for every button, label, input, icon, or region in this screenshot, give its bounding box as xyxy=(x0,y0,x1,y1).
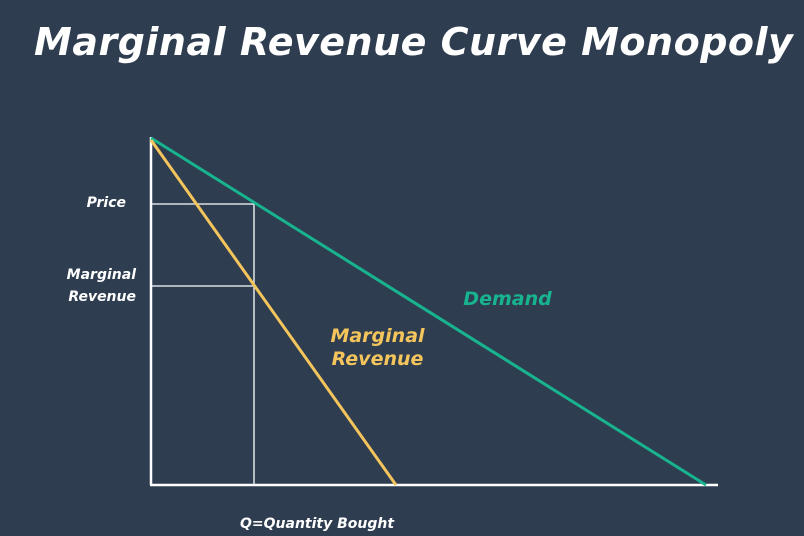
marginal-revenue-curve-label-line1: Marginal xyxy=(330,325,425,347)
marginal-revenue-axis-label-line2: Revenue xyxy=(68,289,136,305)
marginal-revenue-curve xyxy=(149,139,398,486)
marginal-revenue-curve-label: Marginal Revenue xyxy=(320,325,435,371)
page-title: Marginal Revenue Curve Monopoly xyxy=(34,20,794,64)
x-axis-label: Q=Quantity Bought xyxy=(240,516,395,532)
demand-curve xyxy=(150,136,707,487)
marginal-revenue-axis-label: Marginal Revenue xyxy=(40,264,136,308)
marginal-revenue-axis-label-line1: Marginal xyxy=(66,267,136,283)
marginal-revenue-curve-label-line2: Revenue xyxy=(331,348,424,370)
price-label: Price xyxy=(86,195,126,211)
demand-label: Demand xyxy=(463,288,552,310)
